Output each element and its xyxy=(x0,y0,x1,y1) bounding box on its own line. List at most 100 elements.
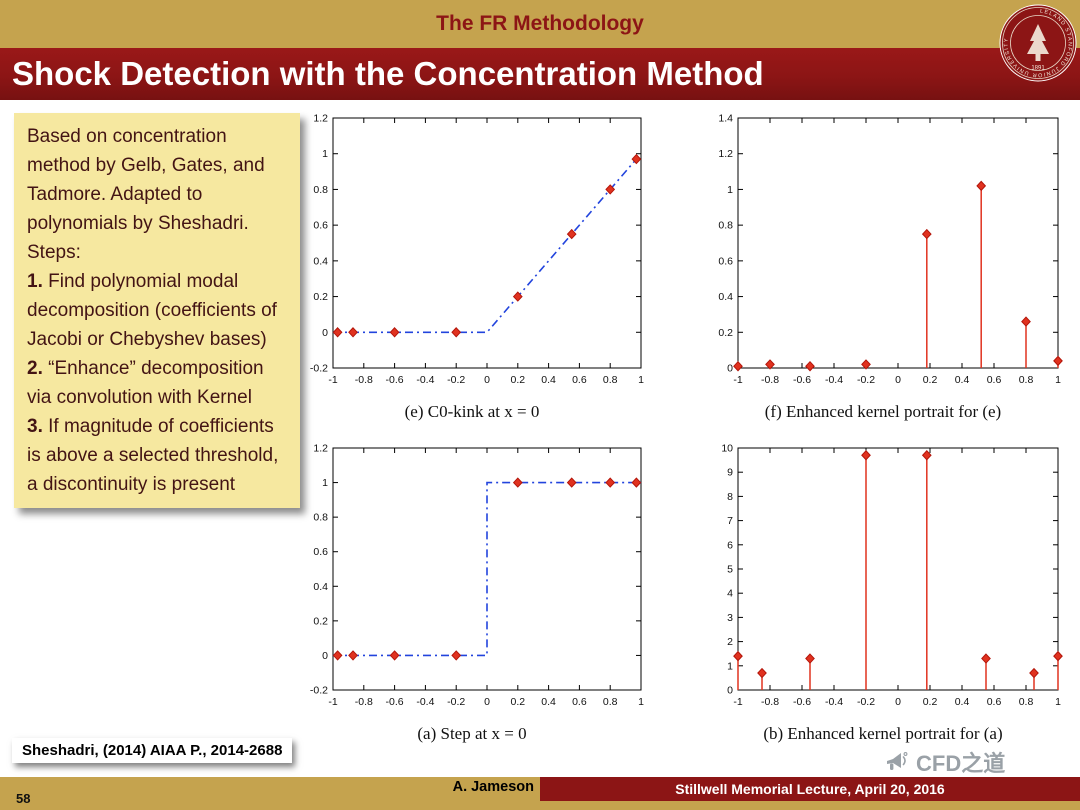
svg-text:1.2: 1.2 xyxy=(718,148,733,160)
note-step-1: 1. Find polynomial modal decomposition (… xyxy=(27,267,287,354)
svg-text:1: 1 xyxy=(638,374,644,386)
svg-text:-0.4: -0.4 xyxy=(825,374,843,386)
svg-text:-0.8: -0.8 xyxy=(761,374,779,386)
chart-kernel-portrait-a-canvas: -1 -0.8 -0.6 -0.4 -0.2 0 0.2 0.4 0.6 0.8 10 1 2 3 4 5 6 7… xyxy=(721,443,1063,708)
svg-text:-1: -1 xyxy=(733,696,742,708)
svg-text:0.2: 0.2 xyxy=(313,615,328,627)
chart-kernel-portrait-a-caption: (b) Enhanced kernel portrait for (a) xyxy=(763,724,1003,743)
svg-text:1: 1 xyxy=(322,148,328,160)
svg-text:0.2: 0.2 xyxy=(313,291,328,303)
svg-text:-0.2: -0.2 xyxy=(310,685,328,697)
section-title: The FR Methodology xyxy=(436,12,644,35)
svg-text:1: 1 xyxy=(322,477,328,489)
svg-text:0.4: 0.4 xyxy=(955,374,970,386)
svg-text:0: 0 xyxy=(895,374,901,386)
svg-text:2: 2 xyxy=(727,636,733,648)
svg-text:1.2: 1.2 xyxy=(313,113,328,125)
note-step-3: 3. If magnitude of coefficients is above… xyxy=(27,412,287,499)
footer-author: A. Jameson xyxy=(452,779,534,795)
note-box: Based on concentration method by Gelb, G… xyxy=(14,113,300,508)
chart-kernel-portrait-a: -1 -0.8 -0.6 -0.4 -0.2 0 0.2 0.4 0.6 0.8 1 0 1 2 3 4 5 6 7… xyxy=(698,440,1068,744)
step-3-number: 3. xyxy=(27,416,43,437)
svg-text:1: 1 xyxy=(727,184,733,196)
svg-text:-0.2: -0.2 xyxy=(857,696,875,708)
svg-text:-0.4: -0.4 xyxy=(416,696,434,708)
chart-step-canvas: -1 -0.8 -0.6 -0.4 -0.2 0 0.2 0.4 0.6 0.8 1 -0.2 0 0.2… xyxy=(310,443,644,709)
svg-text:3: 3 xyxy=(727,612,733,624)
watermark-text: CFD之道 xyxy=(916,751,1006,776)
svg-text:0.4: 0.4 xyxy=(718,291,733,303)
svg-text:0.2: 0.2 xyxy=(510,696,525,708)
step-1-text: Find polynomial modal decomposition (coe… xyxy=(27,271,277,350)
svg-text:0.2: 0.2 xyxy=(923,696,938,708)
svg-text:-0.2: -0.2 xyxy=(447,374,465,386)
svg-text:0.8: 0.8 xyxy=(718,220,733,232)
chart-kernel-portrait-e-canvas: -1 -0.8 -0.6 -0.4 -0.2 0 0.2 0.4 0.6 0.8 1 0 0.2 0.4 0… xyxy=(718,113,1063,386)
tree-icon xyxy=(1027,24,1049,61)
step-2-text: “Enhance” decomposition via convolution … xyxy=(27,358,264,408)
stanford-seal: LELAND STANFORD JUNIOR UNIVERSITY 1891 xyxy=(999,4,1077,82)
svg-text:0.4: 0.4 xyxy=(955,696,970,708)
svg-text:0.8: 0.8 xyxy=(1019,696,1034,708)
stanford-seal-icon: LELAND STANFORD JUNIOR UNIVERSITY 1891 xyxy=(999,4,1077,82)
chart-c0-kink-caption: (e) C0-kink at x = 0 xyxy=(404,402,540,421)
svg-text:0.6: 0.6 xyxy=(572,696,587,708)
citation-box: Sheshadri, (2014) AIAA P., 2014-2688 xyxy=(12,738,293,763)
svg-text:0.4: 0.4 xyxy=(313,581,328,593)
megaphone-icon xyxy=(887,752,908,770)
svg-text:0.6: 0.6 xyxy=(987,374,1002,386)
chart-c0-kink-canvas: -1 -0.8 -0.6 -0.4 -0.2 0 0.2 0.4 0.6 0.8 1 -0.2 0 0.2… xyxy=(310,113,644,387)
svg-text:0.4: 0.4 xyxy=(541,374,556,386)
svg-text:0: 0 xyxy=(727,363,733,375)
svg-text:1: 1 xyxy=(727,660,733,672)
svg-text:0.2: 0.2 xyxy=(923,374,938,386)
note-steps-label: Steps: xyxy=(27,242,81,263)
svg-text:6: 6 xyxy=(727,539,733,551)
svg-text:0: 0 xyxy=(895,696,901,708)
chart-kernel-portrait-e: -1 -0.8 -0.6 -0.4 -0.2 0 0.2 0.4 0.6 0.8 1 0 0.2 0.4 0… xyxy=(698,110,1068,422)
svg-text:0.8: 0.8 xyxy=(603,696,618,708)
svg-text:-0.8: -0.8 xyxy=(761,696,779,708)
svg-text:1.2: 1.2 xyxy=(313,443,328,455)
svg-text:0: 0 xyxy=(322,327,328,339)
svg-text:0: 0 xyxy=(322,650,328,662)
svg-text:-1: -1 xyxy=(328,374,337,386)
step-2-number: 2. xyxy=(27,358,43,379)
svg-text:-0.4: -0.4 xyxy=(825,696,843,708)
svg-text:-1: -1 xyxy=(733,374,742,386)
svg-text:0.8: 0.8 xyxy=(1019,374,1034,386)
svg-text:-0.6: -0.6 xyxy=(793,374,811,386)
svg-text:5: 5 xyxy=(727,564,733,576)
svg-text:-0.2: -0.2 xyxy=(310,363,328,375)
svg-text:0.6: 0.6 xyxy=(313,546,328,558)
slide-title: Shock Detection with the Concentration M… xyxy=(12,55,764,92)
svg-text:-0.8: -0.8 xyxy=(355,696,373,708)
svg-text:8: 8 xyxy=(727,491,733,503)
svg-text:4: 4 xyxy=(727,588,733,600)
svg-text:-0.2: -0.2 xyxy=(447,696,465,708)
svg-text:-0.8: -0.8 xyxy=(355,374,373,386)
svg-text:0.4: 0.4 xyxy=(313,255,328,267)
note-step-2: 2. “Enhance” decomposition via convoluti… xyxy=(27,354,287,412)
chart-c0-kink: -1 -0.8 -0.6 -0.4 -0.2 0 0.2 0.4 0.6 0.8 1 -0.2 0 0.2… xyxy=(293,110,651,422)
page-number: 58 xyxy=(16,791,31,806)
svg-text:-0.4: -0.4 xyxy=(416,374,434,386)
title-bar: Shock Detection with the Concentration M… xyxy=(0,48,1080,100)
step-3-text: If magnitude of coefficients is above a … xyxy=(27,416,279,495)
svg-text:10: 10 xyxy=(721,443,733,455)
svg-text:0.6: 0.6 xyxy=(313,220,328,232)
svg-text:1.4: 1.4 xyxy=(718,113,733,125)
footer-venue: Stillwell Memorial Lecture, April 20, 20… xyxy=(675,781,945,797)
svg-text:0.6: 0.6 xyxy=(718,255,733,267)
svg-text:0.2: 0.2 xyxy=(718,327,733,339)
svg-text:0: 0 xyxy=(484,374,490,386)
watermark: CFD之道 xyxy=(884,746,1005,778)
svg-text:0.6: 0.6 xyxy=(987,696,1002,708)
svg-text:7: 7 xyxy=(727,515,733,527)
svg-text:0.6: 0.6 xyxy=(572,374,587,386)
svg-text:0: 0 xyxy=(484,696,490,708)
svg-text:0.8: 0.8 xyxy=(313,512,328,524)
svg-text:-0.6: -0.6 xyxy=(793,696,811,708)
svg-text:0.8: 0.8 xyxy=(603,374,618,386)
chart-step: -1 -0.8 -0.6 -0.4 -0.2 0 0.2 0.4 0.6 0.8 1 -0.2 0 0.2… xyxy=(293,440,651,744)
